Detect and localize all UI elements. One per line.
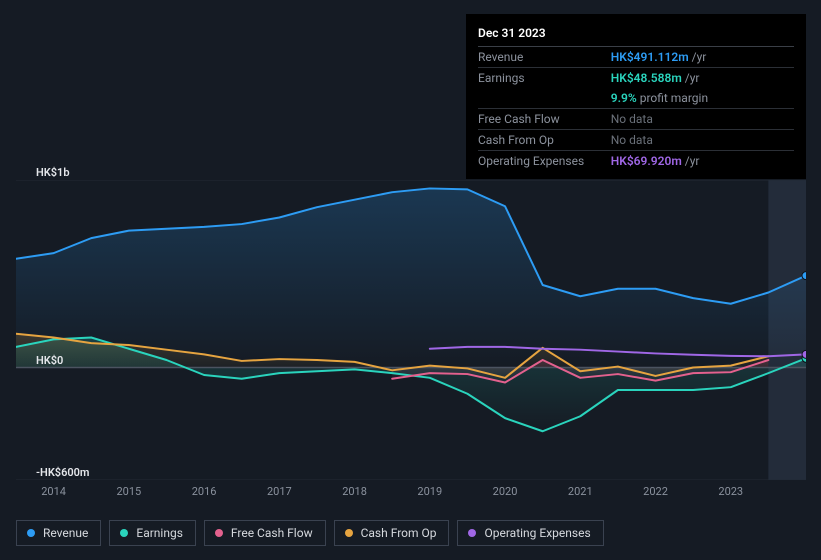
chart-legend: Revenue Earnings Free Cash Flow Cash From O… bbox=[16, 520, 604, 546]
tooltip-row-label: Free Cash Flow bbox=[478, 109, 611, 130]
legend-item-fcf[interactable]: Free Cash Flow bbox=[204, 520, 326, 546]
tooltip-row: RevenueHK$491.112m/yr bbox=[478, 47, 794, 68]
x-axis-label: 2019 bbox=[417, 485, 442, 498]
tooltip-date: Dec 31 2023 bbox=[478, 22, 794, 46]
x-axis-label: 2017 bbox=[267, 485, 292, 498]
legend-dot-icon bbox=[120, 529, 128, 537]
chart-svg bbox=[16, 180, 806, 480]
x-axis-label: 2015 bbox=[116, 485, 141, 498]
x-axis-label: 2014 bbox=[41, 485, 66, 498]
legend-item-label: Operating Expenses bbox=[484, 526, 590, 540]
legend-item-label: Revenue bbox=[43, 526, 88, 540]
legend-item-label: Earnings bbox=[136, 526, 183, 540]
x-axis-label: 2020 bbox=[493, 485, 518, 498]
earnings-revenue-chart: 2014 2015 2016 2017 2018 2019 2020 2021 2022 2023… bbox=[16, 155, 806, 500]
legend-dot-icon bbox=[215, 529, 223, 537]
tooltip-row-label: Revenue bbox=[478, 47, 611, 68]
tooltip-row-value: No data bbox=[611, 109, 794, 130]
x-axis-label: 2018 bbox=[342, 485, 367, 498]
legend-item-revenue[interactable]: Revenue bbox=[16, 520, 101, 546]
y-axis-label: -HK$600m bbox=[36, 466, 90, 479]
tooltip-row-value: HK$48.588m/yr bbox=[611, 68, 794, 89]
tooltip-row-label: Earnings bbox=[478, 68, 611, 89]
tooltip-row-value: No data bbox=[611, 130, 794, 151]
x-axis: 2014 2015 2016 2017 2018 2019 2020 2021 2022 2023 bbox=[16, 485, 806, 500]
x-axis-label: 2023 bbox=[718, 485, 743, 498]
tooltip-row-value: HK$491.112m/yr bbox=[611, 47, 794, 68]
legend-item-label: Cash From Op bbox=[361, 526, 437, 540]
tooltip-table: RevenueHK$491.112m/yrEarningsHK$48.588m/… bbox=[478, 46, 794, 171]
legend-item-label: Free Cash Flow bbox=[231, 526, 313, 540]
tooltip-row: Free Cash FlowNo data bbox=[478, 109, 794, 130]
tooltip-row: Cash From OpNo data bbox=[478, 130, 794, 151]
legend-dot-icon bbox=[27, 529, 35, 537]
x-axis-label: 2022 bbox=[643, 485, 668, 498]
y-axis-label: HK$0 bbox=[36, 354, 63, 367]
x-axis-label: 2016 bbox=[192, 485, 217, 498]
y-axis-label: HK$1b bbox=[36, 166, 70, 179]
x-axis-label: 2021 bbox=[568, 485, 593, 498]
legend-item-opex[interactable]: Operating Expenses bbox=[457, 520, 603, 546]
tooltip-row-label: Cash From Op bbox=[478, 130, 611, 151]
chart-plot[interactable] bbox=[16, 180, 806, 480]
legend-dot-icon bbox=[468, 529, 476, 537]
legend-item-earnings[interactable]: Earnings bbox=[109, 520, 196, 546]
legend-dot-icon bbox=[345, 529, 353, 537]
legend-item-cfo[interactable]: Cash From Op bbox=[334, 520, 450, 546]
tooltip-row: EarningsHK$48.588m/yr bbox=[478, 68, 794, 89]
